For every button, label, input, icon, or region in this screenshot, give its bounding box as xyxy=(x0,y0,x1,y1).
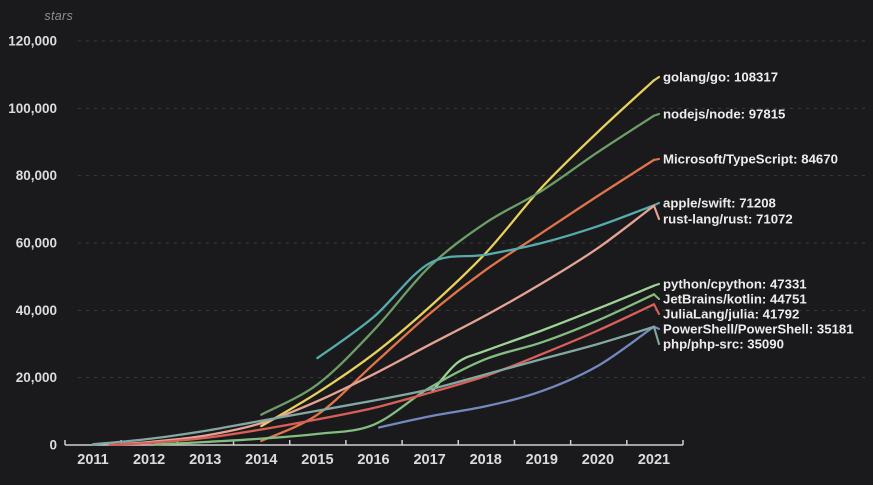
y-tick-label-20000: 20,000 xyxy=(16,370,57,385)
x-tick-label-2020: 2020 xyxy=(582,452,614,468)
x-tick-label-2015: 2015 xyxy=(301,452,333,468)
series-line-microsoft-typescript xyxy=(260,158,656,443)
series-line-julialang-julia xyxy=(108,303,656,446)
series-label-connector-julialang-julia xyxy=(652,303,661,316)
series-label-connector-jetbrains-kotlin xyxy=(652,293,661,301)
y-tick-label-80000: 80,000 xyxy=(16,168,57,183)
series-line-jetbrains-kotlin xyxy=(153,293,656,446)
series-line-nodejs-node xyxy=(260,114,656,416)
x-tick-label-2018: 2018 xyxy=(470,452,502,468)
series-end-label-python-cpython: python/cpython: 47331 xyxy=(663,277,807,292)
series-end-label-apple-swift: apple/swift: 71208 xyxy=(663,196,776,211)
series-end-label-powershell-powershell: PowerShell/PowerShell: 35181 xyxy=(663,322,854,337)
series-label-connector-microsoft-typescript xyxy=(652,157,661,161)
y-tick-label-0: 0 xyxy=(49,438,57,453)
series-end-label-julialang-julia: JuliaLang/julia: 41792 xyxy=(663,307,799,322)
y-tick-label-100000: 100,000 xyxy=(8,101,57,116)
y-tick-label-60000: 60,000 xyxy=(16,236,57,251)
series-line-powershell-powershell xyxy=(377,325,656,429)
series-label-connector-apple-swift xyxy=(652,201,661,207)
x-tick-label-2021: 2021 xyxy=(638,452,670,468)
series-end-label-php-php-src: php/php-src: 35090 xyxy=(663,337,784,352)
series-line-apple-swift xyxy=(316,204,656,360)
y-axis-title: stars xyxy=(44,9,73,23)
x-tick-label-2012: 2012 xyxy=(133,452,165,468)
series-end-label-microsoft-typescript: Microsoft/TypeScript: 84670 xyxy=(663,152,838,167)
series-end-label-jetbrains-kotlin: JetBrains/kotlin: 44751 xyxy=(663,292,807,307)
series-label-connector-rust-lang-rust xyxy=(652,204,661,221)
series-end-label-rust-lang-rust: rust-lang/rust: 71072 xyxy=(663,212,793,227)
series-line-golang-go xyxy=(260,79,656,428)
series-line-php-php-src xyxy=(91,325,656,446)
x-tick-label-2014: 2014 xyxy=(245,452,277,468)
x-tick-label-2017: 2017 xyxy=(413,452,445,468)
x-tick-label-2019: 2019 xyxy=(526,452,558,468)
series-label-connector-python-cpython xyxy=(652,282,661,287)
y-tick-label-120000: 120,000 xyxy=(8,34,57,49)
x-tick-label-2011: 2011 xyxy=(77,452,108,468)
series-line-python-cpython xyxy=(431,284,656,393)
series-label-connector-golang-go xyxy=(652,75,661,82)
series-label-connector-nodejs-node xyxy=(652,112,661,117)
series-label-connector-php-php-src xyxy=(652,325,661,346)
series-end-label-nodejs-node: nodejs/node: 97815 xyxy=(663,107,785,122)
x-tick-label-2013: 2013 xyxy=(189,452,221,468)
series-end-label-golang-go: golang/go: 108317 xyxy=(663,70,778,85)
x-tick-label-2016: 2016 xyxy=(357,452,389,468)
series-line-rust-lang-rust xyxy=(119,204,656,446)
y-tick-label-40000: 40,000 xyxy=(16,303,57,318)
